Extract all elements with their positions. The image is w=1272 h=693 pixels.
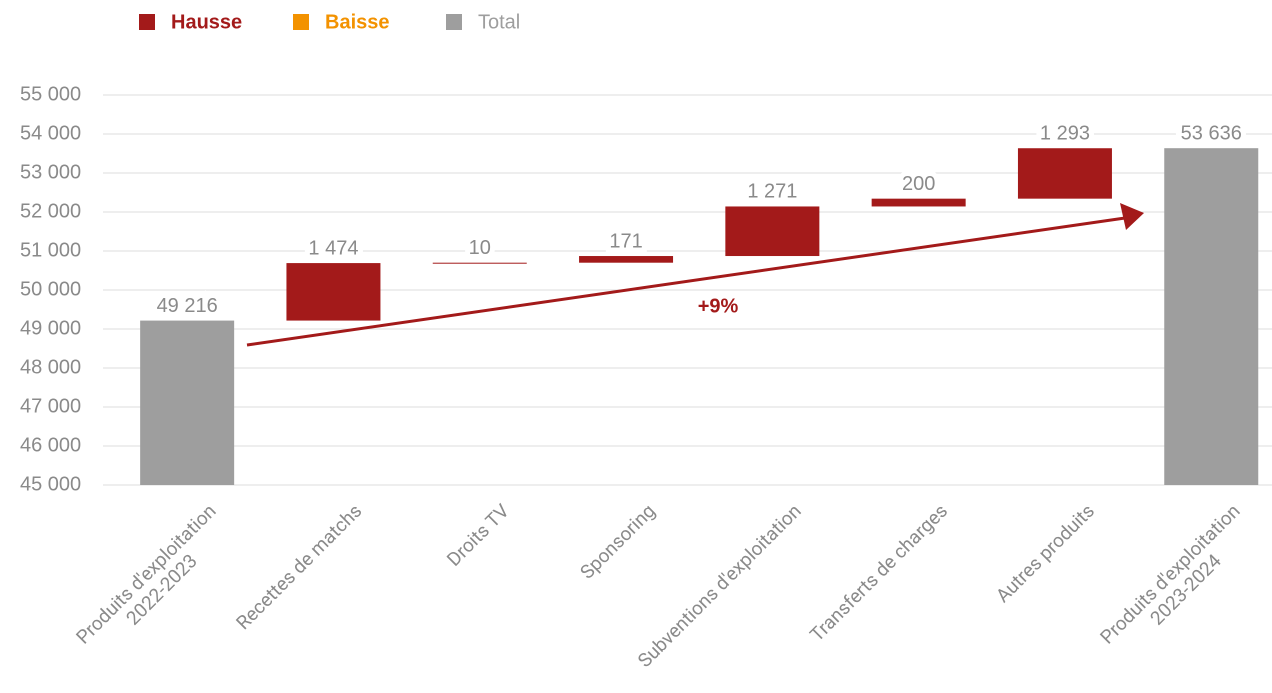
- y-tick-label: 52 000: [20, 200, 81, 222]
- legend-swatch: [139, 14, 155, 30]
- annotation: +9%: [698, 295, 739, 317]
- y-tick-label: 53 000: [20, 161, 81, 183]
- value-label: 1 293: [1040, 123, 1090, 145]
- arrow-head: [1120, 203, 1144, 230]
- bar: [432, 262, 527, 264]
- legend-label: Baisse: [325, 11, 390, 33]
- y-tick-label: 54 000: [20, 122, 81, 144]
- bar: [579, 256, 674, 263]
- legend-swatch: [446, 14, 462, 30]
- bar: [1164, 148, 1259, 486]
- y-tick-label: 51 000: [20, 239, 81, 261]
- y-tick-label: 48 000: [20, 356, 81, 378]
- bar: [1017, 148, 1112, 199]
- legend-label: Hausse: [171, 11, 242, 33]
- value-label: 53 636: [1181, 122, 1242, 144]
- y-tick-label: 47 000: [20, 395, 81, 417]
- trend-arrow: [246, 216, 1126, 347]
- legend-label: Total: [478, 11, 520, 33]
- y-tick-label: 55 000: [20, 83, 81, 105]
- y-tick-label: 50 000: [20, 278, 81, 300]
- bar: [725, 206, 820, 257]
- y-tick-label: 49 000: [20, 317, 81, 339]
- legend-swatch: [293, 14, 309, 30]
- value-label: 171: [609, 230, 642, 252]
- bar: [286, 263, 381, 321]
- y-tick-label: 46 000: [20, 434, 81, 456]
- value-label: 49 216: [157, 295, 218, 317]
- y-tick-label: 45 000: [20, 473, 81, 495]
- value-label: 1 474: [308, 237, 358, 259]
- value-label: 200: [902, 173, 935, 195]
- value-label: 1 271: [747, 181, 797, 203]
- value-label: 10: [469, 237, 491, 259]
- bar: [140, 320, 235, 485]
- bar: [871, 198, 966, 207]
